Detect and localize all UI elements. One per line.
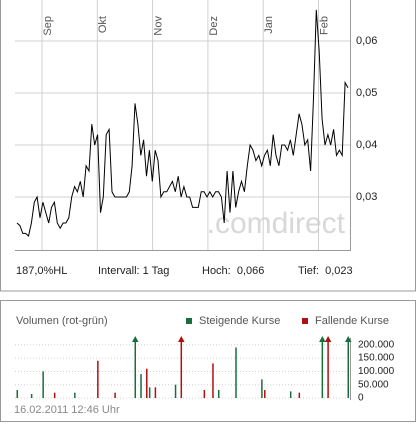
volume-bar	[74, 392, 76, 398]
x-tick-label: Dez	[208, 16, 220, 36]
price-line	[16, 9, 349, 237]
info-low: Tief: 0,023	[298, 265, 353, 277]
volume-bar	[298, 392, 301, 398]
x-tick-label: Jan	[263, 16, 275, 34]
y-tick-label: 0,03	[356, 191, 377, 203]
legend-swatch	[302, 318, 308, 324]
volume-bar	[217, 390, 220, 398]
overflow-arrow	[319, 336, 326, 342]
volume-bar	[134, 338, 137, 398]
volume-bar	[347, 338, 349, 398]
legend-label: Fallende Kurse	[315, 315, 389, 327]
volume-bar	[16, 390, 18, 398]
volume-bar	[30, 394, 33, 398]
volume-bar	[261, 379, 263, 398]
volume-bar	[174, 384, 177, 398]
legend-swatch	[186, 318, 192, 324]
timestamp: 16.02.2011 12:46 Uhr	[14, 404, 120, 416]
volume-bar	[180, 338, 183, 398]
overflow-arrow	[345, 336, 352, 342]
y-tick-label: 0	[358, 393, 364, 404]
volume-panel	[0, 300, 416, 422]
x-tick-label: Feb	[318, 16, 330, 35]
info-high: Hoch: 0,066	[202, 265, 264, 277]
overflow-arrow	[178, 336, 185, 342]
volume-bar	[235, 347, 237, 398]
x-tick-label: Okt	[97, 16, 109, 33]
volume-bar	[148, 387, 151, 398]
volume-bar	[264, 390, 266, 398]
volume-title: Volumen (rot-grün)	[16, 315, 108, 327]
volume-bar	[53, 392, 56, 398]
legend-label: Steigende Kurse	[199, 315, 280, 327]
overflow-arrow	[132, 336, 139, 342]
y-tick-label: 50.000	[358, 379, 389, 390]
volume-bar	[146, 368, 148, 398]
volume-bar	[114, 392, 116, 398]
x-tick-label: Sep	[42, 16, 54, 36]
watermark: .comdirect	[207, 207, 346, 240]
price-panel	[0, 0, 416, 292]
volume-bar	[140, 374, 142, 398]
y-tick-label: 0,04	[356, 139, 377, 151]
x-tick-label: Nov	[153, 16, 165, 36]
info-interval: Intervall: 1 Tag	[98, 265, 169, 277]
volume-bar	[212, 363, 214, 398]
info-hl: 187,0%HL	[16, 265, 67, 277]
volume-bar	[42, 371, 44, 398]
volume-bar	[154, 387, 157, 398]
volume-bar	[289, 391, 292, 398]
y-tick-label: 100.000	[358, 366, 395, 377]
y-tick-label: 150.000	[358, 353, 395, 364]
y-tick-label: 0,06	[356, 35, 377, 47]
volume-bar	[97, 360, 99, 398]
volume-bar	[327, 338, 329, 398]
y-tick-label: 0,05	[356, 87, 377, 99]
overflow-arrow	[324, 336, 332, 342]
volume-bar	[203, 390, 206, 398]
volume-bar	[321, 338, 324, 398]
y-tick-label: 200.000	[358, 339, 395, 350]
